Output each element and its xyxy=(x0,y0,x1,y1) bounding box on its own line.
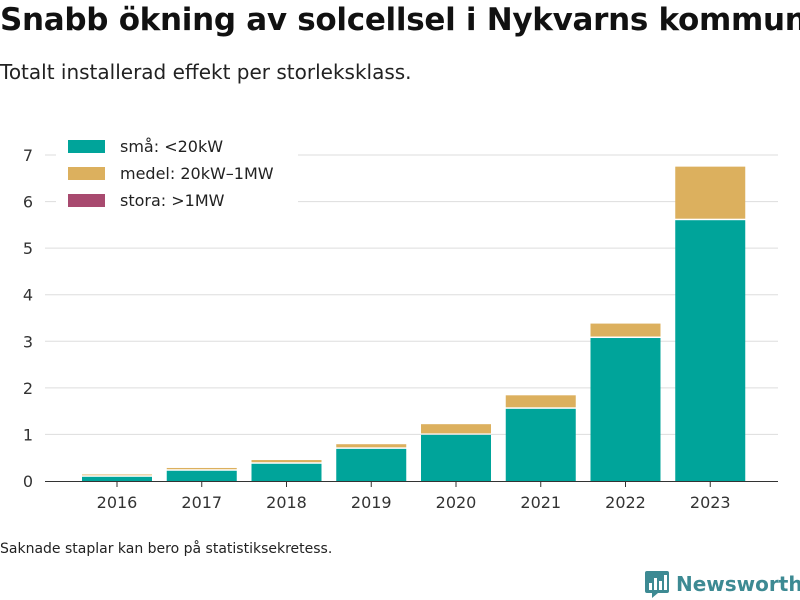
y-tick-label: 2 xyxy=(23,379,33,398)
bar-segment xyxy=(166,470,237,481)
chart-title: Snabb ökning av solcellsel i Nykvarns ko… xyxy=(0,2,800,38)
bars xyxy=(82,166,746,481)
bar-segment xyxy=(590,323,661,337)
legend: små: <20kW medel: 20kW–1MW stora: >1MW xyxy=(56,130,298,216)
x-axis-ticks: 2016 2017 2018 2019 2020 2021 2022 2023 xyxy=(97,481,731,512)
y-tick-label: 5 xyxy=(23,239,33,258)
x-tick-label: 2021 xyxy=(520,493,561,512)
x-tick-label: 2019 xyxy=(351,493,392,512)
legend-label: små: <20kW xyxy=(120,137,223,156)
legend-swatch xyxy=(68,140,105,153)
bar-segment xyxy=(82,474,152,476)
legend-swatch xyxy=(68,194,105,207)
bar-segment xyxy=(421,434,491,481)
bar-segment xyxy=(505,408,576,481)
y-tick-label: 7 xyxy=(23,146,33,165)
bar-segment xyxy=(336,444,407,448)
bar-segment xyxy=(336,448,407,481)
footnote: Saknade staplar kan bero på statistiksek… xyxy=(0,541,333,557)
bar-segment xyxy=(590,338,661,481)
bar-segment xyxy=(675,166,746,219)
chart-subtitle: Totalt installerad effekt per storlekskl… xyxy=(0,60,412,84)
y-tick-label: 3 xyxy=(23,332,33,351)
bar-segment xyxy=(166,467,237,470)
x-tick-label: 2016 xyxy=(97,493,138,512)
y-tick-label: 4 xyxy=(23,286,33,305)
y-tick-label: 6 xyxy=(23,193,33,212)
x-tick-label: 2017 xyxy=(181,493,222,512)
bar-segment xyxy=(251,463,322,481)
bar-chart-logo-icon xyxy=(645,571,669,598)
stacked-bar-chart: 0 1 2 3 4 5 6 7 2016 2017 2018 2019 2020 2021 2022 202… xyxy=(22,130,778,512)
legend-label: stora: >1MW xyxy=(120,191,225,210)
x-tick-label: 2018 xyxy=(266,493,307,512)
bar-segment xyxy=(675,220,746,481)
bar-segment xyxy=(421,424,491,434)
bar-segment xyxy=(82,476,152,481)
x-tick-label: 2022 xyxy=(605,493,646,512)
legend-swatch xyxy=(68,167,105,180)
x-tick-label: 2020 xyxy=(436,493,477,512)
y-tick-label: 0 xyxy=(23,472,33,491)
y-axis-ticks: 0 1 2 3 4 5 6 7 xyxy=(23,146,33,491)
bar-segment xyxy=(505,395,576,408)
brand-name: Newsworthy xyxy=(676,572,800,596)
y-tick-label: 1 xyxy=(23,425,33,444)
legend-label: medel: 20kW–1MW xyxy=(120,164,274,183)
bar-segment xyxy=(251,460,322,463)
x-tick-label: 2023 xyxy=(690,493,731,512)
brand-logo: Newsworthy xyxy=(644,568,800,600)
